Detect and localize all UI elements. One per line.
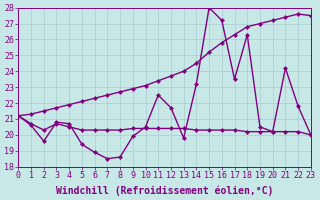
X-axis label: Windchill (Refroidissement éolien,°C): Windchill (Refroidissement éolien,°C) — [56, 185, 273, 196]
